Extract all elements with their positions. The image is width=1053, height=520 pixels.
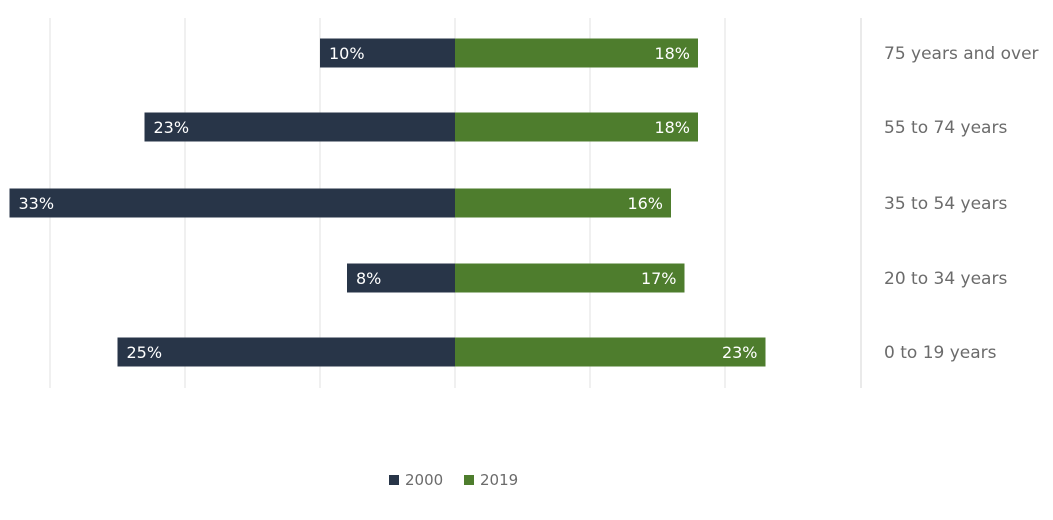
bar-2000-2 <box>9 188 455 218</box>
legend-label-2000: 2000 <box>405 471 443 489</box>
category-label-0: 75 years and over <box>884 44 1039 64</box>
bar-2000-1 <box>144 112 455 142</box>
data-label-2000-0: 10% <box>329 44 365 63</box>
category-labels: 75 years and over 55 to 74 years 35 to 54 … <box>884 44 1039 363</box>
data-labels: 10% 23% 33% 8% 25% 18% 18% 16% 17% 23% <box>19 44 758 362</box>
category-label-3: 20 to 34 years <box>884 269 1007 289</box>
data-label-2019-2: 16% <box>627 194 663 213</box>
data-label-2000-1: 23% <box>154 118 190 137</box>
data-label-2019-3: 17% <box>641 269 677 288</box>
bar-2019-4 <box>455 337 766 367</box>
bar-2019-1 <box>455 112 698 142</box>
category-label-1: 55 to 74 years <box>884 118 1007 138</box>
data-label-2019-1: 18% <box>654 118 690 137</box>
data-label-2019-0: 18% <box>654 44 690 63</box>
legend-swatch-2019 <box>464 475 474 485</box>
data-label-2019-4: 23% <box>722 343 758 362</box>
bar-2000-4 <box>117 337 455 367</box>
category-label-2: 35 to 54 years <box>884 194 1007 214</box>
data-label-2000-2: 33% <box>19 194 55 213</box>
category-label-4: 0 to 19 years <box>884 343 997 363</box>
bar-2000-3 <box>347 263 455 293</box>
bar-2000-0 <box>320 38 455 68</box>
bar-2019-2 <box>455 188 671 218</box>
bar-2019-3 <box>455 263 685 293</box>
legend: 2000 2019 <box>389 471 518 489</box>
bar-2019-0 <box>455 38 698 68</box>
legend-label-2019: 2019 <box>480 471 518 489</box>
data-label-2000-3: 8% <box>356 269 381 288</box>
data-label-2000-4: 25% <box>127 343 163 362</box>
legend-swatch-2000 <box>389 475 399 485</box>
bars <box>9 38 766 367</box>
